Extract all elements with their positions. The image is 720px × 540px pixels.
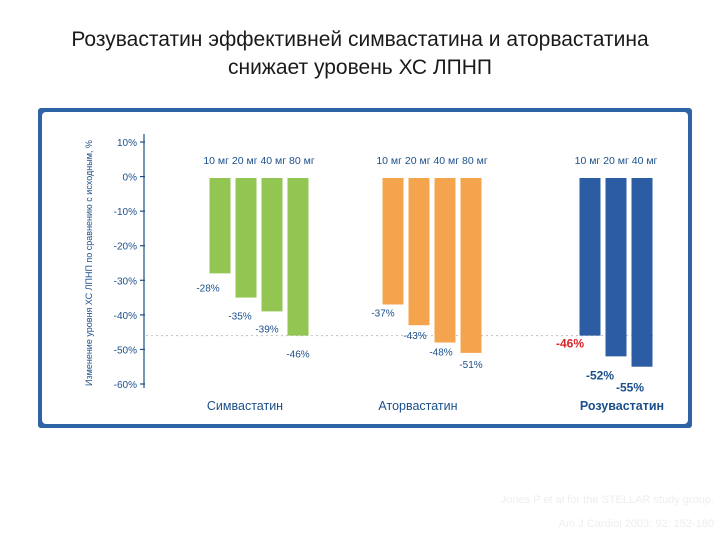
y-tick-label: -50% [114, 345, 137, 356]
group-label: Розувастатин [580, 399, 664, 413]
data-label: -51% [459, 360, 482, 371]
data-label: -37% [371, 308, 394, 319]
y-tick-label: -40% [114, 311, 137, 322]
group-label: Аторвастатин [378, 399, 457, 413]
bar-rosuvastatin-2 [605, 178, 627, 357]
title-line-1: Розувастатин эффективней симвастатина и … [71, 28, 649, 51]
data-label: -46% [556, 337, 584, 351]
citation-authors: Jones P et al for the STELLAR study grou… [500, 494, 714, 506]
y-tick-label: 10% [117, 138, 137, 149]
bar-simvastatin-3 [261, 178, 283, 312]
citation-journal: Am J Cardiol 2003; 92: 152-160 [558, 518, 714, 530]
y-tick-label: -60% [114, 380, 137, 391]
bar-atorvastatin-2 [408, 178, 430, 326]
chart-panel: Изменение уровня ХС ЛПНП по сравнению с … [42, 112, 688, 424]
data-label: -43% [403, 331, 426, 342]
bar-atorvastatin-3 [434, 178, 456, 343]
y-tick-label: -20% [114, 242, 137, 253]
slide-title: Розувастатин эффективней симвастатина и … [0, 26, 720, 82]
data-label: -28% [196, 283, 219, 294]
chart-frame: Изменение уровня ХС ЛПНП по сравнению с … [38, 108, 692, 428]
bar-rosuvastatin-3 [631, 178, 653, 367]
group-label: Симвастатин [207, 399, 283, 413]
data-label: -52% [586, 368, 614, 382]
dose-header: 10 мг 20 мг 40 мг [575, 155, 658, 167]
ldl-reduction-chart: Изменение уровня ХС ЛПНП по сравнению с … [84, 134, 664, 413]
y-tick-label: -10% [114, 207, 137, 218]
bar-atorvastatin-4 [460, 178, 482, 353]
data-label: -35% [228, 312, 251, 323]
data-label: -46% [286, 350, 309, 361]
bar-rosuvastatin-1 [579, 178, 601, 336]
y-tick-label: -30% [114, 276, 137, 287]
dose-header: 10 мг 20 мг 40 мг 80 мг [203, 155, 315, 167]
bar-simvastatin-2 [235, 178, 257, 298]
y-tick-label: 0% [123, 173, 138, 184]
bar-simvastatin-4 [287, 178, 309, 336]
bar-atorvastatin-1 [382, 178, 404, 305]
y-axis-title: Изменение уровня ХС ЛПНП по сравнению с … [84, 140, 94, 386]
bar-simvastatin-1 [209, 178, 231, 274]
data-label: -39% [255, 324, 278, 335]
data-label: -48% [429, 348, 452, 359]
title-line-2: снижает уровень ХС ЛПНП [227, 56, 493, 79]
dose-header: 10 мг 20 мг 40 мг 80 мг [376, 155, 488, 167]
data-label: -55% [616, 381, 644, 395]
